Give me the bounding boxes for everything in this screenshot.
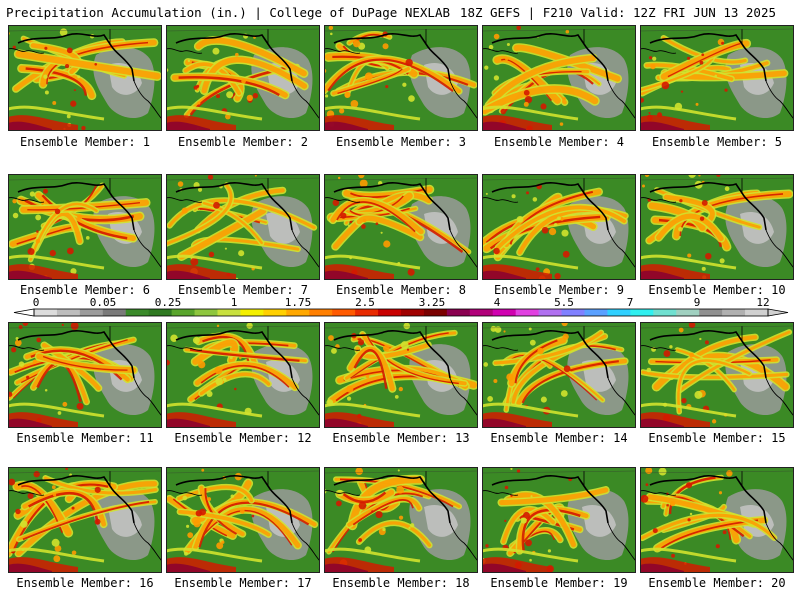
ensemble-member-map xyxy=(482,467,636,573)
ensemble-member-map xyxy=(8,322,162,428)
colorbar-swatch xyxy=(423,309,448,316)
ensemble-member-label: Ensemble Member: 14 xyxy=(490,431,628,445)
colorbar-swatch xyxy=(538,309,563,316)
colorbar-tick-label: 4 xyxy=(493,296,501,309)
ensemble-member-label: Ensemble Member: 11 xyxy=(16,431,154,445)
colorbar-swatch xyxy=(446,309,471,316)
colorbar-swatch xyxy=(240,309,264,316)
colorbar-swatch xyxy=(401,309,425,316)
ensemble-member-label: Ensemble Member: 15 xyxy=(648,431,786,445)
colorbar-swatch xyxy=(378,309,402,316)
colorbar-swatch xyxy=(148,309,173,316)
ensemble-member-map xyxy=(640,25,794,131)
ensemble-member-label: Ensemble Member: 6 xyxy=(19,283,151,297)
ensemble-member-label: Ensemble Member: 8 xyxy=(335,283,467,297)
ensemble-member-label: Ensemble Member: 12 xyxy=(174,431,312,445)
ensemble-member-map xyxy=(482,174,636,280)
ensemble-member-map xyxy=(640,174,794,280)
colorbar-swatch xyxy=(332,309,356,316)
colorbar-swatch xyxy=(102,309,127,316)
ensemble-member-map xyxy=(324,467,478,573)
ensemble-member-label: Ensemble Member: 9 xyxy=(493,283,625,297)
ensemble-member-map xyxy=(324,25,478,131)
ensemble-member-label: Ensemble Member: 4 xyxy=(493,135,625,149)
ensemble-member-map xyxy=(482,25,636,131)
colorbar-tick-label: 0.05 xyxy=(89,296,117,309)
colorbar-swatch xyxy=(217,309,241,316)
ensemble-member-map xyxy=(8,174,162,280)
colorbar-swatch xyxy=(676,309,700,316)
ensemble-member-map xyxy=(324,322,478,428)
colorbar-tick-label: 9 xyxy=(693,296,701,309)
colorbar-tick-label: 1.75 xyxy=(284,296,312,309)
ensemble-member-label: Ensemble Member: 13 xyxy=(332,431,470,445)
colorbar-swatch xyxy=(34,309,58,316)
ensemble-member-map xyxy=(640,467,794,573)
ensemble-member-map xyxy=(8,25,162,131)
colorbar-swatch xyxy=(125,309,150,316)
ensemble-member-map xyxy=(166,25,320,131)
ensemble-member-map xyxy=(640,322,794,428)
colorbar-tick-label: 2.5 xyxy=(355,296,375,309)
colorbar-right-arrow xyxy=(767,308,789,317)
ensemble-member-label: Ensemble Member: 1 xyxy=(19,135,151,149)
colorbar-tick-label: 12 xyxy=(756,296,770,309)
colorbar-swatch xyxy=(745,309,769,316)
colorbar-swatch xyxy=(515,309,540,316)
colorbar-swatch xyxy=(492,309,517,316)
ensemble-member-label: Ensemble Member: 16 xyxy=(16,576,154,590)
ensemble-member-map xyxy=(166,322,320,428)
colorbar-swatch xyxy=(699,309,723,316)
colorbar-swatch xyxy=(263,309,287,316)
colorbar-tick-label: 7 xyxy=(626,296,634,309)
colorbar-swatch xyxy=(171,309,196,316)
ensemble-member-map xyxy=(8,467,162,573)
colorbar-tick-label: 3.25 xyxy=(418,296,446,309)
colorbar-swatch xyxy=(469,309,494,316)
ensemble-member-map xyxy=(482,322,636,428)
colorbar-swatch xyxy=(607,309,631,316)
ensemble-member-label: Ensemble Member: 19 xyxy=(490,576,628,590)
colorbar-swatch xyxy=(194,309,218,316)
ensemble-member-map xyxy=(166,467,320,573)
ensemble-member-label: Ensemble Member: 17 xyxy=(174,576,312,590)
ensemble-member-map xyxy=(166,174,320,280)
colorbar-tick-label: 0.25 xyxy=(154,296,182,309)
colorbar-swatch xyxy=(355,309,379,316)
ensemble-member-map xyxy=(324,174,478,280)
colorbar-left-arrow xyxy=(13,308,35,317)
colorbar-swatch xyxy=(286,309,310,316)
colorbar-tick-label: 1 xyxy=(230,296,238,309)
ensemble-member-label: Ensemble Member: 18 xyxy=(332,576,470,590)
ensemble-member-label: Ensemble Member: 7 xyxy=(177,283,309,297)
ensemble-member-label: Ensemble Member: 5 xyxy=(651,135,783,149)
colorbar-swatch xyxy=(56,309,81,316)
colorbar-tick-label: 0 xyxy=(32,296,40,309)
colorbar-swatch xyxy=(630,309,654,316)
ensemble-member-label: Ensemble Member: 20 xyxy=(648,576,786,590)
colorbar-swatch xyxy=(584,309,608,316)
colorbar-swatch xyxy=(309,309,333,316)
ensemble-member-label: Ensemble Member: 2 xyxy=(177,135,309,149)
map-title: Precipitation Accumulation (in.) | Colle… xyxy=(6,5,451,20)
colorbar-swatch xyxy=(561,309,585,316)
ensemble-member-label: Ensemble Member: 3 xyxy=(335,135,467,149)
colorbar-swatch xyxy=(79,309,104,316)
ensemble-member-label: Ensemble Member: 10 xyxy=(648,283,786,297)
precipitation-colorbar xyxy=(13,308,789,317)
colorbar-swatch xyxy=(722,309,746,316)
colorbar-tick-label: 5.5 xyxy=(554,296,574,309)
colorbar-swatch xyxy=(653,309,677,316)
run-valid-time: 18Z GEFS | F210 Valid: 12Z FRI JUN 13 20… xyxy=(459,5,776,20)
